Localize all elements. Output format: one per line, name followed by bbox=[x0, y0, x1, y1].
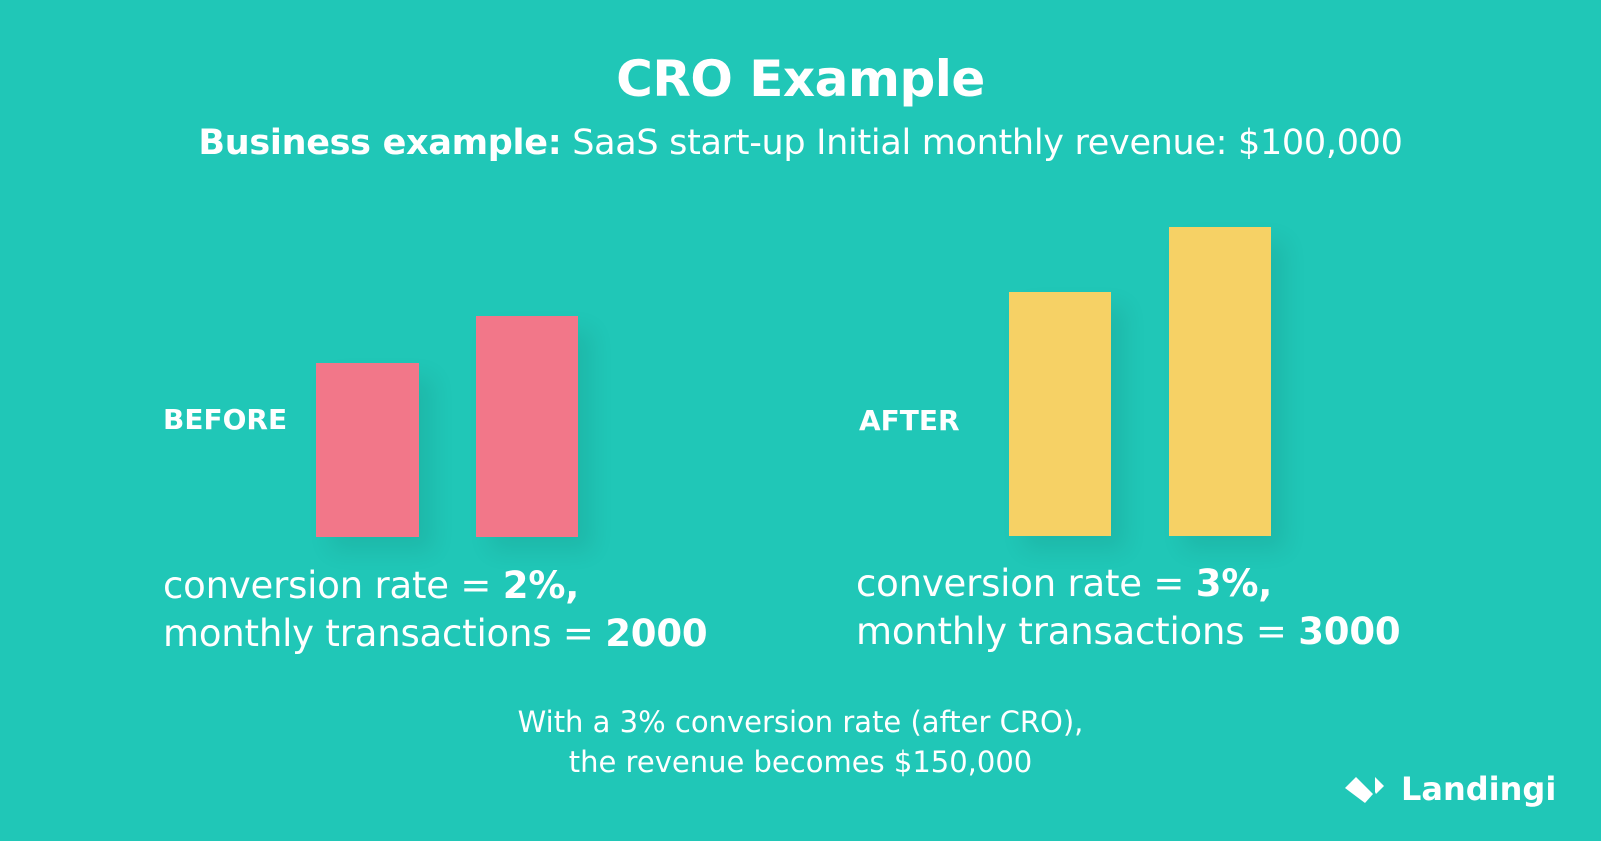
landingi-logo-icon bbox=[1345, 777, 1384, 803]
before-monthly-transactions: monthly transactions = 2000 bbox=[163, 612, 708, 655]
footer-note: With a 3% conversion rate (after CRO), t… bbox=[0, 702, 1601, 782]
before-label: BEFORE bbox=[163, 403, 288, 436]
after-bar-1 bbox=[1009, 292, 1111, 536]
landingi-logo: Landingi bbox=[1343, 770, 1556, 808]
after-stats: conversion rate = 3%, monthly transactio… bbox=[856, 560, 1401, 656]
before-stats: conversion rate = 2%, monthly transactio… bbox=[163, 562, 708, 658]
footer-line-2: the revenue becomes $150,000 bbox=[568, 745, 1033, 779]
after-label: AFTER bbox=[859, 404, 960, 437]
subtitle-text: SaaS start-up Initial monthly revenue: $… bbox=[561, 123, 1403, 163]
logo-text: Landingi bbox=[1401, 770, 1557, 808]
after-monthly-transactions: monthly transactions = 3000 bbox=[856, 610, 1401, 653]
before-bar-1 bbox=[316, 363, 419, 537]
subtitle: Business example: SaaS start-up Initial … bbox=[0, 123, 1601, 163]
before-conversion-rate: conversion rate = 2%, bbox=[163, 564, 580, 607]
footer-line-1: With a 3% conversion rate (after CRO), bbox=[517, 705, 1084, 739]
subtitle-bold: Business example: bbox=[198, 123, 562, 163]
page-title: CRO Example bbox=[616, 50, 985, 108]
before-bar-2 bbox=[476, 316, 578, 537]
after-conversion-rate: conversion rate = 3%, bbox=[856, 562, 1273, 605]
after-bar-2 bbox=[1169, 227, 1271, 536]
